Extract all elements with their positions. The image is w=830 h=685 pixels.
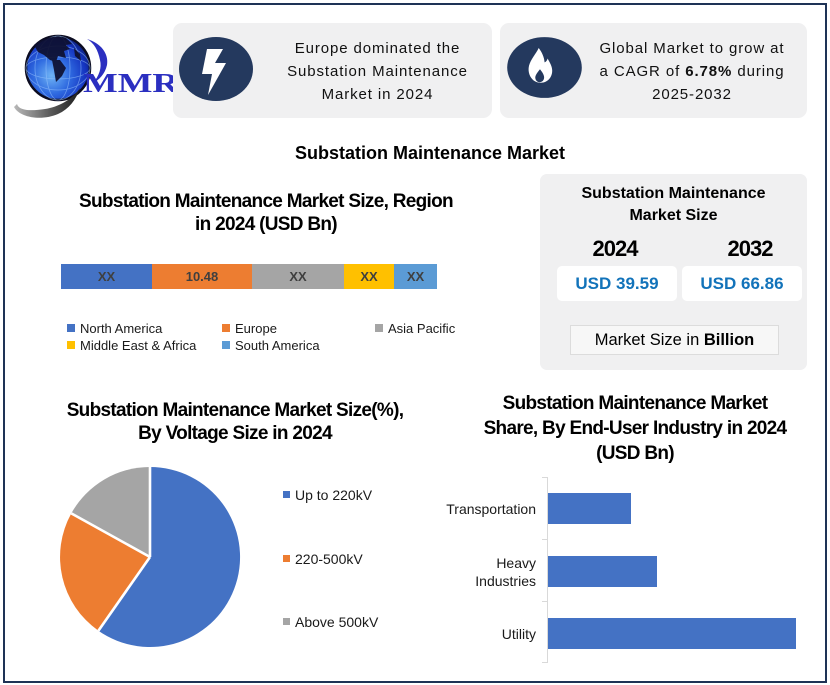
- svg-text:MMR: MMR: [83, 68, 180, 98]
